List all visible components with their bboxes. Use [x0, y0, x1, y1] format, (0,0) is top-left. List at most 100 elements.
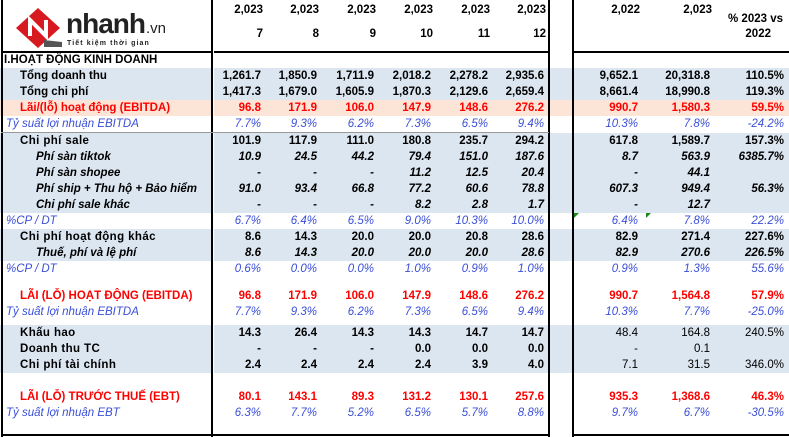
annual-value: 20,318.8	[665, 70, 710, 82]
month-value: 28.6	[521, 247, 544, 259]
header-year: 2,023	[347, 4, 376, 16]
row-label: Khấu hao	[20, 327, 76, 339]
row-label: Tổng chi phí	[20, 86, 89, 98]
month-value: -	[257, 167, 261, 179]
annual-value: 7.8%	[683, 215, 710, 227]
table-row: Chi phí sale khác - - - 8.2 2.8 1.7 - 12.7	[0, 197, 789, 213]
header-month: 7	[256, 28, 263, 40]
annual-value: 7.7%	[683, 306, 710, 318]
row-label: Tỷ suất lợi nhuận EBITDA	[6, 306, 139, 318]
month-value: 9.4%	[517, 118, 544, 130]
table-row: Phí sàn tiktok 10.9 24.5 44.2 79.4 151.0 187.6…	[0, 149, 789, 165]
month-value: 20.0	[465, 247, 488, 259]
month-value: 8.2	[415, 199, 431, 211]
cell-note-marker	[574, 213, 579, 218]
month-value: -	[370, 199, 374, 211]
table-row: Tổng doanh thu 1,261.7 1,850.9 1,711.9 2,018…	[0, 68, 789, 84]
annual-value: 990.7	[609, 102, 638, 114]
grid-border	[1, 434, 549, 436]
month-value	[491, 52, 544, 68]
month-value: 28.6	[521, 231, 544, 243]
annual-value: 270.6	[681, 247, 710, 259]
month-value: 6.3%	[234, 407, 261, 419]
table-row: %CP / DT 0.6% 0.0% 0.0% 1.0% 0.9% 1.0% 0.9% 1.3%…	[0, 261, 789, 277]
month-value: 257.6	[515, 391, 544, 403]
annual-value: 227.6%	[744, 231, 784, 243]
row-label: Tỷ suất lợi nhuận EBT	[6, 407, 120, 419]
month-value: 7.3%	[404, 118, 431, 130]
month-value: 7.3%	[404, 306, 431, 318]
header-year: 2,023	[683, 4, 712, 16]
month-value: 6.4%	[290, 215, 317, 227]
header-year: 2,023	[404, 4, 433, 16]
month-value: 4.0	[528, 359, 544, 371]
month-value: 180.8	[402, 135, 431, 147]
month-value: 106.0	[345, 102, 374, 114]
month-value: 8.6	[245, 247, 261, 259]
header-pct-label: 2022	[745, 28, 771, 40]
annual-value	[714, 165, 784, 181]
grid-border	[1, 51, 212, 53]
annual-value: 9,652.1	[599, 70, 638, 82]
month-value: 1,850.9	[278, 70, 317, 82]
table-row: Tỷ suất lợi nhuận EBITDA 7.7% 9.3% 6.2% 7.3%…	[0, 116, 789, 132]
annual-value: 44.1	[687, 167, 710, 179]
grid-border	[1, 132, 549, 133]
month-value: 7.7%	[290, 407, 317, 419]
month-value: 9.3%	[290, 118, 317, 130]
month-value: 44.2	[351, 151, 374, 163]
table-row: I.HOẠT ĐỘNG KINH DOANH	[0, 52, 789, 68]
month-value: 26.4	[294, 327, 317, 339]
annual-value: 607.3	[609, 183, 638, 195]
annual-value: 0.1	[694, 343, 710, 355]
month-value: 9.3%	[290, 306, 317, 318]
annual-value: 31.5	[687, 359, 710, 371]
table-row: Doanh thu TC - - - 0.0 0.0 0.0 - 0.1	[0, 341, 789, 357]
month-value: 187.6	[515, 151, 544, 163]
month-value: 1,711.9	[336, 70, 374, 82]
month-value: 2,129.6	[449, 86, 488, 98]
month-value: 0.9%	[461, 263, 488, 275]
month-value: 79.4	[408, 151, 431, 163]
month-value: 117.9	[288, 135, 317, 147]
annual-value: 7.1	[622, 359, 638, 371]
annual-value: 18,990.8	[665, 86, 710, 98]
annual-value: 1,564.8	[671, 290, 710, 302]
month-value	[264, 52, 317, 68]
table-row: Khấu hao 14.3 26.4 14.3 14.3 14.7 14.7 48.4 164.…	[0, 325, 789, 341]
month-value: 2.4	[358, 359, 374, 371]
row-label: Phí sàn tiktok	[36, 151, 111, 163]
month-value: 0.0%	[347, 263, 374, 275]
month-value: 14.3	[294, 231, 317, 243]
annual-value: 157.3%	[744, 135, 784, 147]
annual-value: 346.0%	[744, 359, 784, 371]
annual-value: 0.9%	[611, 263, 638, 275]
month-value: 10.9	[238, 151, 261, 163]
month-value: 235.7	[459, 135, 488, 147]
annual-value: 46.3%	[751, 391, 784, 403]
header-month: 12	[533, 28, 546, 40]
row-label: Doanh thu TC	[20, 343, 101, 355]
annual-value	[714, 341, 784, 357]
month-value: 80.1	[238, 391, 261, 403]
month-value: 6.2%	[347, 118, 374, 130]
header-month: 11	[477, 28, 490, 40]
table-row: Tỷ suất lợi nhuận EBT 6.3% 7.7% 5.2% 6.5% 5.7…	[0, 405, 789, 421]
month-value: 6.5%	[347, 215, 374, 227]
month-value: 6.7%	[234, 215, 261, 227]
month-value: 151.0	[459, 151, 488, 163]
annual-value: 6.7%	[683, 407, 710, 419]
month-value: 24.5	[294, 151, 317, 163]
table-row: Phí sàn shopee - - - 11.2 12.5 20.4 - 44.1	[0, 165, 789, 181]
month-value: 8.6	[245, 231, 261, 243]
month-value: 0.0%	[290, 263, 317, 275]
table-row: Phí ship + Thu hộ + Bảo hiểm 91.0 93.4 66.8…	[0, 181, 789, 197]
header-year: 2,023	[461, 4, 490, 16]
annual-value: 12.7	[687, 199, 710, 211]
month-value: 276.2	[515, 290, 544, 302]
annual-value: 8.7	[622, 151, 638, 163]
header-month: 9	[369, 28, 376, 40]
row-label: Lãi/(lỗ) hoạt động (EBITDA)	[20, 102, 171, 114]
month-value: 147.9	[402, 102, 431, 114]
month-value: 6.5%	[404, 407, 431, 419]
